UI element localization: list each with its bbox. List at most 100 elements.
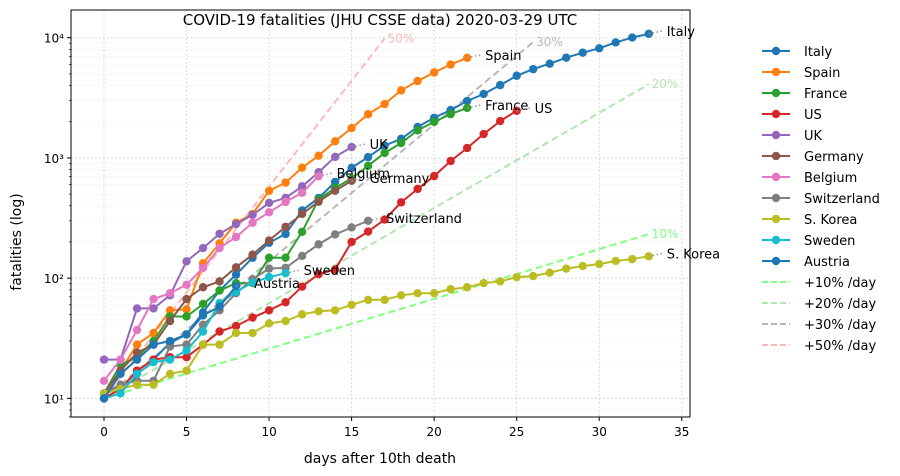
data-point: [248, 218, 257, 227]
y-tick-label: 10²: [44, 272, 64, 286]
data-point: [429, 68, 439, 77]
data-point: [264, 319, 274, 328]
legend-swatch-marker: [771, 172, 781, 182]
data-point: [132, 355, 142, 364]
x-tick-label: 15: [344, 425, 359, 439]
data-point: [446, 284, 455, 294]
x-tick-label: 25: [509, 425, 524, 439]
data-point: [198, 243, 208, 253]
data-point: [462, 103, 472, 113]
series-end-label: UK: [370, 138, 389, 153]
legend-swatch-marker: [771, 130, 781, 140]
data-point: [297, 251, 307, 261]
data-point: [165, 355, 175, 364]
data-point: [231, 263, 241, 272]
reference-line-label: 50%: [388, 31, 415, 45]
x-tick-label: 30: [592, 425, 607, 439]
data-point: [314, 171, 323, 181]
data-point: [215, 277, 224, 286]
legend-entry: France: [804, 87, 847, 102]
data-point: [182, 353, 191, 362]
data-point: [198, 311, 208, 320]
data-point: [198, 283, 208, 292]
data-point: [545, 59, 554, 68]
legend-entry: Sweden: [804, 234, 855, 249]
x-axis-label: days after 10th death: [304, 451, 456, 467]
series-end-label: Sweden: [304, 264, 355, 279]
axis-ticks: 0 5 10 15 20 25 30 35 10¹ 10² 10³ 10⁴: [44, 32, 689, 439]
data-point: [512, 272, 521, 282]
data-point: [182, 346, 191, 355]
data-point: [380, 148, 389, 158]
data-point: [231, 219, 241, 229]
legend-swatch-marker: [771, 67, 781, 77]
data-point: [132, 325, 142, 335]
y-tick-label: 10³: [44, 152, 64, 166]
data-point: [462, 96, 472, 106]
data-point: [413, 184, 422, 194]
data-point: [347, 237, 356, 247]
data-point: [264, 208, 274, 217]
data-point: [314, 197, 323, 206]
data-point: [297, 182, 307, 191]
data-point: [297, 163, 307, 172]
series-end-label: Germany: [370, 172, 430, 187]
data-point: [182, 294, 191, 304]
data-point: [165, 369, 175, 379]
data-point: [545, 268, 554, 277]
data-point: [462, 143, 472, 153]
data-point: [198, 327, 208, 336]
data-point: [363, 152, 373, 162]
data-point: [380, 215, 389, 224]
data-point: [595, 259, 604, 269]
data-point: [396, 138, 406, 148]
data-point: [231, 232, 241, 242]
data-point: [495, 80, 505, 90]
data-point: [330, 186, 340, 195]
data-point: [231, 328, 241, 338]
data-point: [215, 302, 224, 311]
data-point: [198, 299, 208, 309]
data-point: [182, 366, 191, 375]
data-point: [363, 227, 373, 236]
legend-swatch-marker: [771, 46, 781, 56]
data-point: [462, 283, 472, 292]
data-point: [495, 277, 505, 286]
data-point: [611, 38, 620, 47]
data-point: [479, 89, 488, 99]
reference-line: [103, 37, 386, 399]
legend-entry: US: [804, 108, 822, 123]
data-point: [330, 306, 340, 315]
data-point: [611, 256, 620, 266]
data-point: [215, 286, 224, 295]
data-point: [314, 269, 323, 279]
legend: Italy Spain France US UK Germany Belgium Switze…: [762, 45, 880, 354]
series-line: [103, 106, 468, 394]
data-point: [363, 109, 373, 119]
data-point: [446, 156, 455, 166]
reference-line-label: 20%: [652, 77, 679, 91]
data-point: [149, 304, 158, 313]
data-point: [149, 340, 158, 349]
legend-swatch-marker: [771, 235, 781, 245]
data-point: [644, 252, 653, 261]
data-point: [330, 152, 340, 162]
data-point: [297, 227, 307, 236]
data-point: [264, 272, 274, 282]
data-point: [314, 151, 323, 160]
legend-entry: Austria: [804, 255, 850, 270]
data-point: [347, 300, 356, 310]
data-point: [380, 295, 389, 305]
reference-lines: 10% 20% 30% 50%: [103, 31, 679, 400]
legend-swatch-marker: [771, 109, 781, 119]
legend-entry: Spain: [804, 66, 840, 81]
data-point: [248, 250, 257, 259]
data-point: [132, 304, 142, 313]
x-tick-label: 20: [427, 425, 442, 439]
data-point: [264, 186, 274, 195]
data-point: [99, 355, 109, 364]
data-point: [628, 254, 637, 264]
series-line: [103, 219, 369, 395]
